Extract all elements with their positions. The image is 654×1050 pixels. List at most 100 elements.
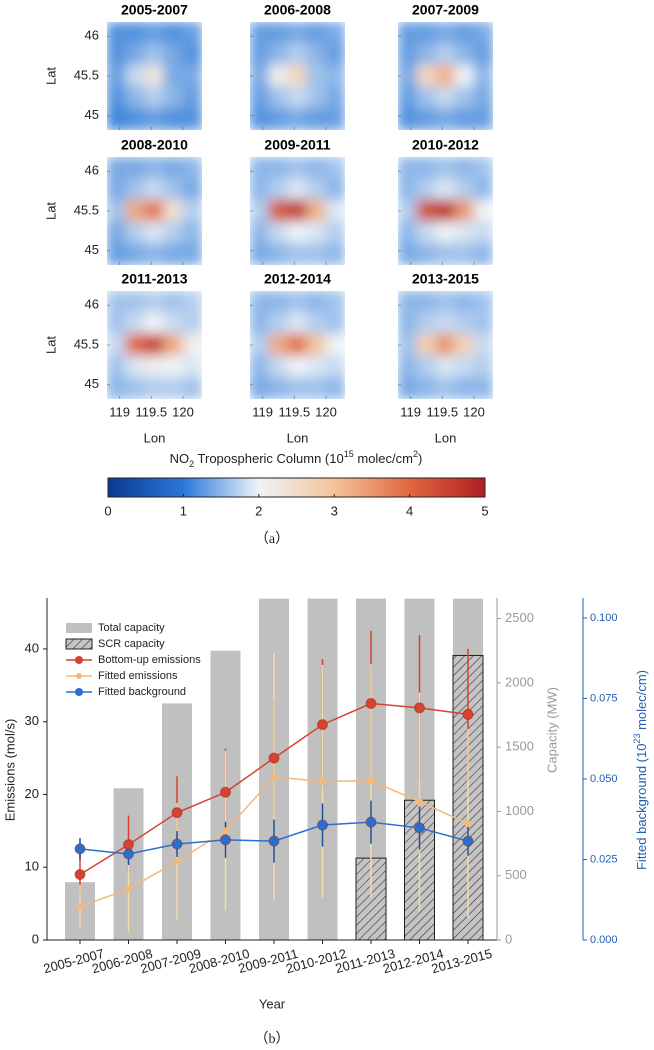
map-cell <box>163 199 184 223</box>
map-cell <box>454 221 475 244</box>
y-tick-label: 46 <box>85 297 99 312</box>
map-cell <box>250 22 270 45</box>
marker <box>464 820 472 828</box>
map-cell <box>268 64 289 88</box>
map-cell <box>163 22 184 45</box>
map-cell <box>325 333 345 357</box>
map-cell <box>306 376 327 399</box>
map-cell <box>125 86 146 109</box>
map-cell <box>182 178 202 201</box>
map-panel <box>398 22 493 130</box>
map-field <box>107 291 202 399</box>
map-cell <box>454 22 475 45</box>
marker <box>268 835 280 847</box>
panel-title: 2012-2014 <box>264 271 331 287</box>
marker <box>462 708 474 720</box>
map-cell <box>163 291 184 314</box>
map-cell <box>454 157 475 180</box>
map-cell <box>268 157 289 180</box>
map-cell <box>107 221 127 244</box>
map-cell <box>182 333 202 357</box>
map-cell <box>325 221 345 244</box>
map-cell <box>416 333 437 357</box>
map-cell <box>435 199 456 223</box>
map-cell <box>398 64 418 88</box>
x-tick-label: 120 <box>172 404 194 419</box>
map-cell <box>107 178 127 201</box>
y-axis-label: Lat <box>43 202 58 220</box>
map-cell <box>182 157 202 180</box>
map-cell <box>473 157 493 180</box>
map-cell <box>306 291 327 314</box>
map-cell <box>250 107 270 130</box>
marker <box>319 777 326 785</box>
map-cell <box>287 199 308 223</box>
map-cell <box>306 199 327 223</box>
y-tick-label: 45 <box>85 242 99 257</box>
map-cell <box>144 355 165 378</box>
map-cell <box>268 178 289 201</box>
map-cell <box>125 376 146 399</box>
map-cell <box>144 199 165 223</box>
marker <box>123 839 134 851</box>
map-cell <box>398 86 418 109</box>
y2-tick-label: 2000 <box>505 674 534 689</box>
map-cell <box>325 376 345 399</box>
panel-title: 2007-2009 <box>412 2 479 18</box>
map-cell <box>454 178 475 201</box>
map-cell <box>325 43 345 66</box>
map-cell <box>454 43 475 66</box>
map-cell <box>435 333 456 357</box>
y-tick-label: 45.5 <box>74 202 99 217</box>
map-cell <box>306 64 327 88</box>
map-cell <box>182 312 202 335</box>
map-cell <box>325 86 345 109</box>
map-cell <box>398 355 418 378</box>
map-cell <box>306 107 327 130</box>
map-cell <box>125 64 146 88</box>
colorbar-label: NO2 Tropospheric Column (1015 molec/cm2) <box>170 449 423 469</box>
map-cell <box>182 376 202 399</box>
map-cell <box>268 312 289 335</box>
map-cell <box>125 312 146 335</box>
map-cell <box>144 64 165 88</box>
map-field <box>107 22 202 130</box>
map-cell <box>473 43 493 66</box>
map-cell <box>435 64 456 88</box>
map-cell <box>163 376 184 399</box>
y3-tick-label: 0.050 <box>590 773 618 785</box>
map-cell <box>107 242 127 265</box>
map-cell <box>398 22 418 45</box>
legend-swatch <box>65 638 93 650</box>
y3-tick-label: 0.075 <box>590 692 618 704</box>
map-cell <box>325 107 345 130</box>
marker <box>171 807 183 819</box>
map-cell <box>416 22 437 45</box>
map-cell <box>435 22 456 45</box>
map-cell <box>107 376 127 399</box>
map-cell <box>416 355 437 378</box>
map-cell <box>435 242 456 265</box>
marker <box>74 869 86 881</box>
map-cell <box>435 43 456 66</box>
panel-title: 2005-2007 <box>121 2 188 18</box>
y-axis-label: Emissions (mol/s) <box>2 719 17 822</box>
legend-label: Total capacity <box>98 622 165 634</box>
map-cell <box>250 199 270 223</box>
map-cell <box>398 43 418 66</box>
map-cell <box>182 242 202 265</box>
marker <box>268 752 280 764</box>
x-axis-label: Year <box>259 996 286 1011</box>
map-cell <box>398 376 418 399</box>
y3-tick-label: 0.025 <box>590 853 618 865</box>
map-cell <box>163 312 184 335</box>
colorbar-tick-label: 4 <box>406 503 413 518</box>
x-tick-label: 119.5 <box>279 404 311 419</box>
map-cell <box>435 221 456 244</box>
map-cell <box>163 221 184 244</box>
y-axis-label: Lat <box>43 67 58 85</box>
map-cell <box>268 242 289 265</box>
y2-tick-label: 1500 <box>505 739 534 754</box>
marker <box>173 857 181 865</box>
marker <box>416 798 423 806</box>
